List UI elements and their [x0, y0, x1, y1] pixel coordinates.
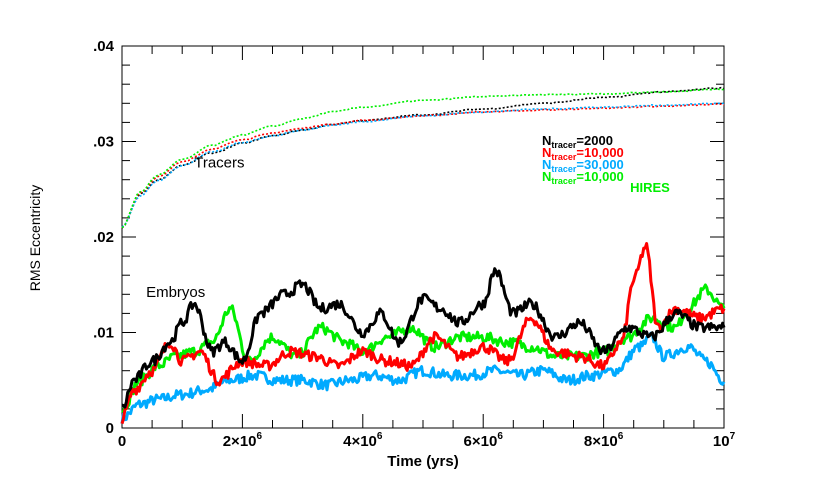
annotation-embryos: Embryos [146, 284, 205, 301]
legend: Ntracer=2000Ntracer=10,000Ntracer=30,000… [542, 133, 670, 195]
tracer-line-2 [121, 102, 725, 228]
legend-entry: Ntracer=30,000 [542, 157, 624, 174]
annotation-tracers: Tracers [194, 154, 244, 171]
tracer-line-3 [121, 88, 725, 229]
x-tick-label: 4×106 [343, 431, 383, 450]
annotations: Tracers Embryos [146, 154, 244, 301]
x-axis-title: Time (yrs) [387, 453, 458, 470]
legend-entry-extra: HIRES [630, 180, 670, 195]
embryo-line-4 [121, 267, 726, 409]
embryo-line-5 [120, 242, 726, 425]
embryo-line-7 [121, 283, 726, 413]
embryo-line-6 [120, 331, 726, 424]
x-tick-label: 0 [118, 433, 126, 450]
x-tick-label: 6×106 [464, 431, 504, 450]
x-tick-label: 2×106 [223, 431, 263, 450]
legend-entry: Ntracer=10,000 [542, 169, 624, 186]
y-axis-title: RMS Eccentricity [27, 185, 43, 292]
tick-labels: 0 .01 .02 .03 .04 0 2×106 4×106 6×106 8×106 107 [93, 38, 735, 450]
axis-ticks [121, 45, 725, 429]
tracer-line-1 [121, 103, 725, 229]
series-layer [120, 86, 726, 425]
y-tick-label: .04 [93, 38, 115, 55]
y-tick-label: .03 [93, 134, 114, 151]
legend-entry: Ntracer=2000 [542, 133, 613, 150]
x-tick-label: 8×106 [584, 431, 624, 450]
legend-entry: Ntracer=10,000 [542, 145, 624, 162]
x-tick-label: 107 [713, 431, 736, 450]
y-tick-label: .01 [93, 325, 114, 342]
y-tick-label: .02 [93, 229, 114, 246]
y-tick-label: 0 [106, 420, 114, 437]
